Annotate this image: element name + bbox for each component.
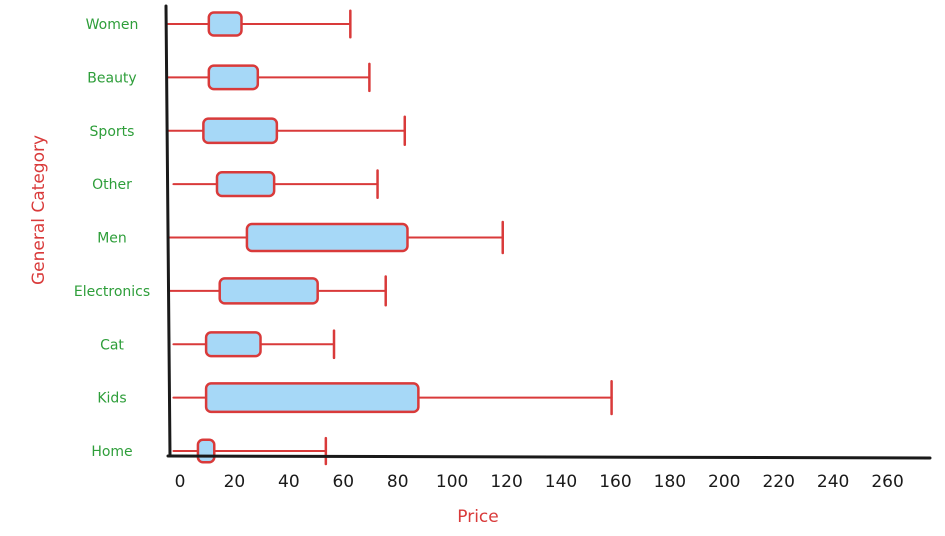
y-axis-line (164, 4, 172, 458)
box-other (172, 169, 379, 200)
box-rect-home (196, 438, 216, 464)
box-kids (172, 379, 613, 416)
box-rect-women (207, 11, 243, 37)
x-tick-labels: 0 20 40 60 80 100 120 140 160 180 200 220 240 260 (175, 472, 904, 492)
box-rect-kids (204, 382, 420, 414)
box-rect-electronics (218, 277, 319, 305)
box-rect-beauty (207, 64, 260, 91)
x-tick-label-20: 20 (224, 472, 246, 492)
y-axis-title: General Category (29, 135, 49, 285)
x-tick-label-40: 40 (278, 472, 300, 492)
x-tick-label-180: 180 (654, 472, 686, 492)
category-label-women: Women (86, 17, 139, 33)
x-tick-label-100: 100 (436, 472, 468, 492)
axes (164, 4, 932, 460)
category-label-other: Other (92, 177, 132, 193)
x-tick-label-160: 160 (599, 472, 631, 492)
x-tick-label-200: 200 (708, 472, 740, 492)
x-tick-label-0: 0 (175, 472, 186, 492)
category-label-cat: Cat (100, 337, 124, 353)
box-rect-cat (204, 331, 262, 358)
x-axis-line (166, 454, 932, 460)
box-rect-other (215, 171, 276, 198)
category-label-kids: Kids (97, 391, 126, 407)
box-rect-sports (202, 117, 279, 145)
box-rect-men (245, 222, 409, 253)
box-men (167, 220, 504, 255)
category-label-sports: Sports (90, 124, 135, 140)
category-label-beauty: Beauty (87, 70, 136, 86)
box-cat (172, 329, 336, 360)
x-tick-label-260: 260 (871, 472, 903, 492)
box-electronics (167, 275, 387, 307)
x-tick-label-120: 120 (490, 472, 522, 492)
x-tick-label-220: 220 (762, 472, 794, 492)
x-tick-label-240: 240 (817, 472, 849, 492)
x-tick-label-60: 60 (332, 472, 354, 492)
box-sports (167, 115, 407, 146)
category-labels: Women Beauty Sports Other Men Electronics Cat K… (74, 17, 150, 460)
box-beauty (167, 62, 371, 93)
x-tick-label-140: 140 (545, 472, 577, 492)
boxes-layer (167, 9, 613, 466)
box-home (172, 436, 328, 466)
box-women (167, 9, 352, 39)
x-axis-title: Price (457, 507, 498, 527)
category-label-men: Men (97, 231, 127, 247)
x-tick-label-80: 80 (387, 472, 409, 492)
category-label-electronics: Electronics (74, 284, 150, 300)
category-label-home: Home (91, 444, 132, 460)
